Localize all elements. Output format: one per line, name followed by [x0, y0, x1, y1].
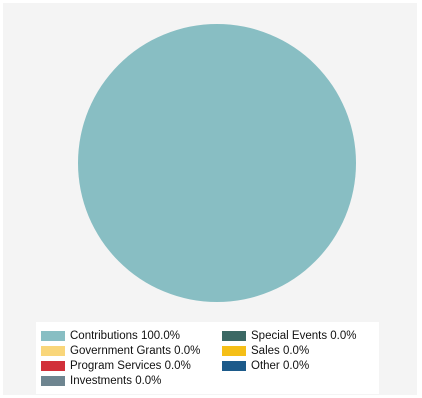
pie-slice-0 — [78, 24, 356, 302]
legend-swatch — [222, 360, 246, 371]
legend-swatch — [222, 330, 246, 341]
legend-swatch — [41, 330, 65, 341]
legend-item: Program Services 0.0% — [41, 358, 200, 373]
legend-label: Special Events 0.0% — [251, 329, 357, 342]
pie-chart — [78, 24, 356, 302]
legend-swatch — [222, 345, 246, 356]
legend-swatch — [41, 360, 65, 371]
chart-legend: Contributions 100.0% Government Grants 0.… — [36, 322, 379, 394]
legend-label: Investments 0.0% — [70, 374, 162, 387]
legend-item: Sales 0.0% — [222, 343, 356, 358]
legend-item: Contributions 100.0% — [41, 328, 200, 343]
legend-label: Contributions 100.0% — [70, 329, 180, 342]
legend-item: Special Events 0.0% — [222, 328, 356, 343]
legend-column-right: Special Events 0.0% Sales 0.0% Other 0.0% — [222, 328, 356, 373]
legend-item: Government Grants 0.0% — [41, 343, 200, 358]
legend-column-left: Contributions 100.0% Government Grants 0.… — [41, 328, 200, 388]
legend-item: Investments 0.0% — [41, 373, 200, 388]
legend-swatch — [41, 375, 65, 386]
chart-panel: Contributions 100.0% Government Grants 0.… — [3, 3, 417, 395]
legend-swatch — [41, 345, 65, 356]
legend-label: Other 0.0% — [251, 359, 310, 372]
legend-label: Government Grants 0.0% — [70, 344, 201, 357]
legend-label: Program Services 0.0% — [70, 359, 191, 372]
legend-item: Other 0.0% — [222, 358, 356, 373]
legend-label: Sales 0.0% — [251, 344, 310, 357]
